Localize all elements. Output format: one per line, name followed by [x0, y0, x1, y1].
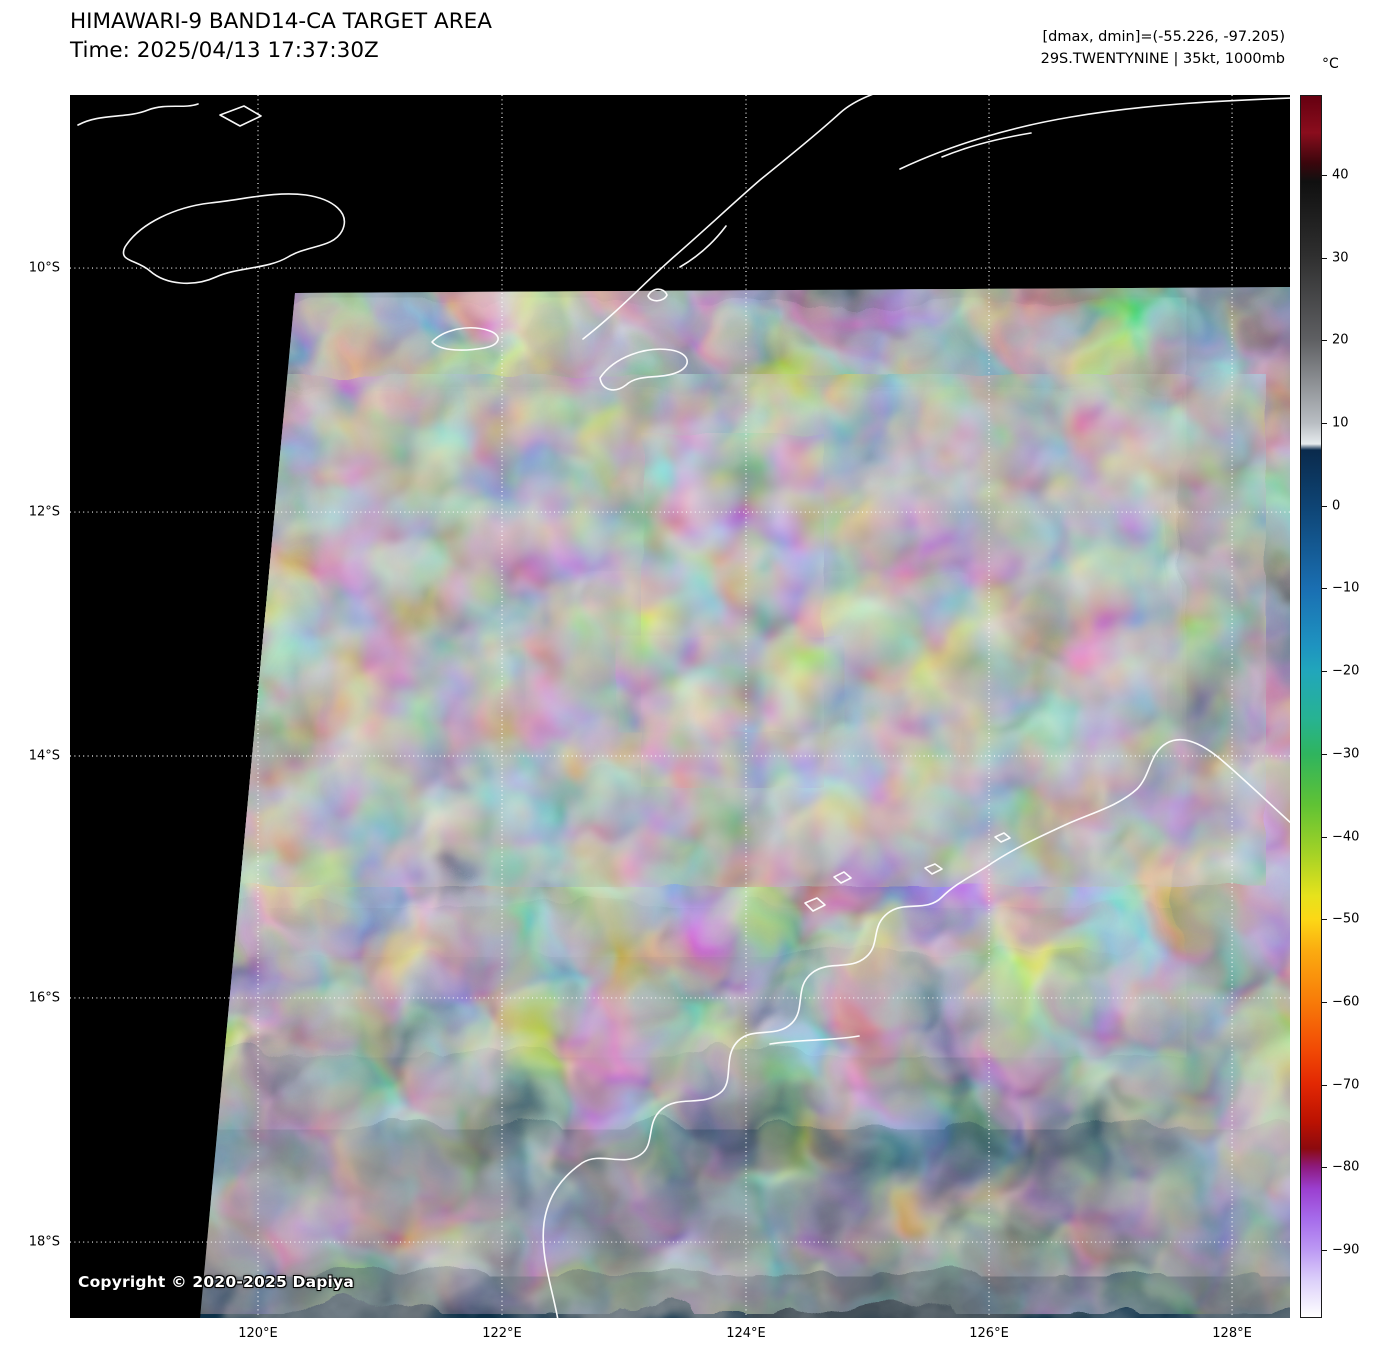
gridlines: [70, 95, 1290, 1318]
storm-info: 29S.TWENTYNINE | 35kt, 1000mb: [1040, 51, 1285, 67]
colorbar-tickmark: [1322, 423, 1327, 425]
colorbar-tick-label: −30: [1332, 746, 1360, 762]
satellite-image: [70, 92, 1293, 1321]
lat-tick-label: 18°S: [28, 1234, 60, 1250]
lat-tick-label: 16°S: [28, 990, 60, 1006]
colorbar-ticks: 40 30 20 10 0 −10 −20 −30 −40 −50 −60 −70 −80 −90: [1322, 95, 1382, 1318]
colorbar-unit-label: °C: [1322, 56, 1339, 72]
coastlines: [77, 92, 1293, 1321]
lon-tick-label: 122°E: [482, 1326, 522, 1341]
colorbar-tick-label: −90: [1332, 1242, 1360, 1258]
swath: [200, 287, 1290, 1318]
colorbar-tick-label: 40: [1332, 167, 1349, 183]
lon-axis: 120°E 122°E 124°E 126°E 128°E: [70, 1326, 1290, 1350]
colorbar-tick-label: 10: [1332, 415, 1349, 431]
colorbar-tickmark: [1322, 1084, 1327, 1086]
page-title: HIMAWARI-9 BAND14-CA TARGET AREA: [70, 9, 492, 34]
colorbar-tickmark: [1322, 257, 1327, 259]
colorbar-tickmark: [1322, 671, 1327, 673]
colorbar-gradient: [1300, 95, 1322, 1318]
lat-tick-label: 10°S: [28, 260, 60, 276]
plot-area: Copyright © 2020-2025 Dapiya: [70, 92, 1293, 1321]
colorbar-tick-label: −10: [1332, 580, 1360, 596]
cyclone: [335, 337, 1175, 1085]
lon-tick-label: 124°E: [726, 1326, 766, 1341]
colorbar-tickmark: [1322, 919, 1327, 921]
lon-tick-label: 120°E: [238, 1326, 278, 1341]
colorbar-tick-label: −20: [1332, 663, 1360, 679]
colorbar-tickmark: [1322, 588, 1327, 590]
colorbar-tickmark: [1322, 340, 1327, 342]
colorbar-tick-label: −60: [1332, 994, 1360, 1010]
header-right: [dmax, dmin]=(-55.226, -97.205) 29S.TWEN…: [1041, 26, 1285, 70]
colorbar-tickmark: [1322, 836, 1327, 838]
lon-tick-label: 128°E: [1212, 1326, 1252, 1341]
colorbar-tick-label: −40: [1332, 829, 1360, 844]
header-left: HIMAWARI-9 BAND14-CA TARGET AREA Time: 2…: [70, 7, 492, 65]
colorbar-tick-label: 0: [1332, 498, 1341, 514]
colorbar-tickmark: [1322, 1167, 1327, 1169]
colorbar-tickmark: [1322, 753, 1327, 755]
colorbar-tick-label: −70: [1332, 1077, 1360, 1093]
colorbar-tick-label: −50: [1332, 911, 1360, 927]
colorbar-tick-label: −80: [1332, 1159, 1360, 1175]
colorbar-tickmark: [1322, 1001, 1327, 1003]
colorbar-tick-label: 30: [1332, 250, 1349, 266]
colorbar-tickmark: [1322, 505, 1327, 507]
colorbar-tickmark: [1322, 174, 1327, 176]
lat-tick-label: 14°S: [28, 748, 60, 764]
dmax-dmin-readout: [dmax, dmin]=(-55.226, -97.205): [1042, 29, 1286, 45]
copyright-watermark: Copyright © 2020-2025 Dapiya: [78, 1273, 355, 1291]
timestamp: Time: 2025/04/13 17:37:30Z: [70, 38, 379, 63]
lon-tick-label: 126°E: [969, 1326, 1009, 1341]
colorbar-tickmark: [1322, 1250, 1327, 1251]
lat-axis: 10°S 12°S 14°S 16°S 18°S: [0, 95, 64, 1318]
colorbar-tick-label: 20: [1332, 332, 1349, 348]
lat-tick-label: 12°S: [28, 504, 60, 520]
